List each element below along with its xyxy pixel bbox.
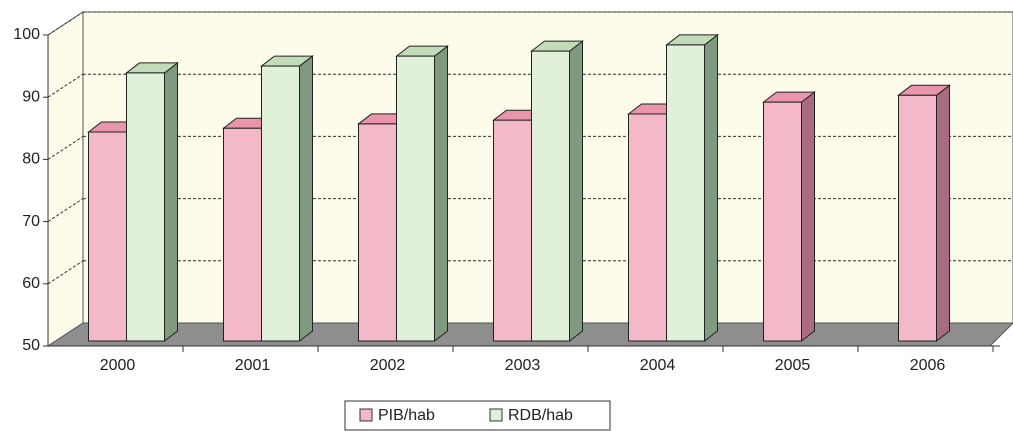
- bar-side: [936, 84, 950, 343]
- legend-box: [344, 400, 611, 431]
- x-tick-label: 2003: [505, 357, 541, 374]
- bar-side: [704, 33, 718, 343]
- y-tick-label: 50: [22, 337, 40, 354]
- bar: [223, 127, 262, 342]
- x-tick-label: 2005: [775, 357, 811, 374]
- bar: [666, 44, 705, 342]
- bar: [261, 65, 300, 342]
- grid-line: [47, 135, 84, 160]
- legend-swatch: [359, 408, 373, 422]
- y-tick-label: 100: [13, 26, 40, 43]
- bar-side: [164, 61, 178, 343]
- bar-side: [801, 91, 815, 343]
- grid-line: [47, 11, 84, 36]
- x-tick-label: 2004: [640, 357, 676, 374]
- legend-label: PIB/hab: [378, 407, 435, 424]
- grid-line: [47, 198, 84, 223]
- grid-line: [47, 260, 84, 285]
- y-tick-label: 60: [22, 275, 40, 292]
- bar: [358, 123, 397, 342]
- bar-side: [299, 55, 313, 343]
- bar: [88, 131, 127, 342]
- legend-swatch: [489, 408, 503, 422]
- x-tick-label: 2006: [910, 357, 946, 374]
- y-tick-label: 70: [22, 213, 40, 230]
- y-tick-label: 80: [22, 151, 40, 168]
- bar: [898, 94, 937, 342]
- x-tick-label: 2001: [235, 357, 271, 374]
- legend-label: RDB/hab: [508, 407, 573, 424]
- bar: [126, 72, 165, 342]
- bar-side: [569, 40, 583, 343]
- x-tick-label: 2000: [100, 357, 136, 374]
- bar: [628, 113, 667, 342]
- y-tick-label: 90: [22, 88, 40, 105]
- bar-side: [434, 45, 448, 343]
- bar: [493, 119, 532, 342]
- side-wall: [47, 11, 84, 347]
- grid-line: [47, 73, 84, 98]
- bar: [396, 55, 435, 342]
- bar: [763, 101, 802, 342]
- bar: [531, 50, 570, 342]
- x-tick-label: 2002: [370, 357, 406, 374]
